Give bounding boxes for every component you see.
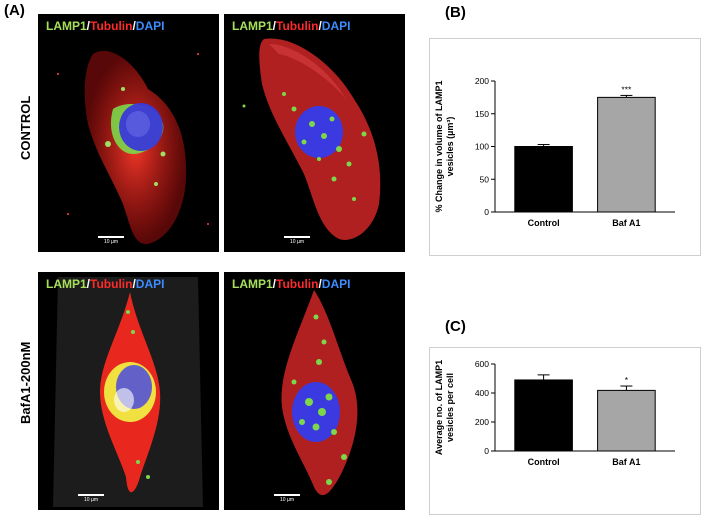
significance-marker: *: [625, 375, 629, 385]
row-label-control: CONTROL: [18, 95, 33, 160]
stain-legend: LAMP1/Tubulin/DAPI: [46, 277, 165, 291]
chart-c: 0 200 400 600 Average no. of LAMP1 vesicles p…: [434, 359, 675, 467]
chart-b: 0 50 100 150 200 % Change in volume of LAMP1 v…: [434, 76, 675, 228]
significance-marker: ***: [621, 84, 632, 94]
chart-c-box: 0 200 400 600 Average no. of LAMP1 vesicles p…: [429, 347, 701, 515]
micrograph-control-render: LAMP1/Tubulin/DAPI 10 µm: [224, 14, 405, 252]
bar-baf-a1: [597, 389, 656, 452]
y-tick-label: 400: [475, 388, 489, 398]
bar-control: [514, 379, 573, 452]
micrograph-control-confocal: LAMP1/Tubulin/DAPI 10 µm: [38, 14, 219, 252]
stain-legend: LAMP1/Tubulin/DAPI: [46, 19, 165, 33]
panel-b-label: (B): [445, 4, 466, 21]
cell-render: [242, 38, 381, 240]
x-tick-label: Control: [528, 457, 560, 467]
y-tick-label: 0: [484, 446, 489, 456]
stain-legend: LAMP1/Tubulin/DAPI: [232, 277, 351, 291]
chart-b-box: 0 50 100 150 200 % Change in volume of LAMP1 v…: [429, 38, 701, 256]
scale-bar: 10 µm: [284, 236, 310, 245]
scale-bar: 10 µm: [274, 494, 300, 503]
panel-a-label: (A): [4, 2, 25, 19]
cell-image: [53, 277, 203, 507]
bar-control: [514, 146, 573, 213]
y-axis-label: vesicles (µm³): [445, 117, 455, 177]
stain-legend: LAMP1/Tubulin/DAPI: [232, 19, 351, 33]
y-tick-label: 0: [484, 207, 489, 217]
x-tick-label: Control: [528, 218, 560, 228]
y-axis-label: vesicles per cell: [445, 373, 455, 442]
row-label-bafa1: BafA1-200nM: [18, 341, 33, 424]
y-tick-label: 150: [475, 109, 489, 119]
y-tick-label: 50: [480, 174, 490, 184]
cell-render: [281, 290, 358, 496]
y-axis-label: % Change in volume of LAMP1: [434, 80, 444, 212]
cell-image: [57, 50, 209, 245]
micrograph-bafa1-confocal: LAMP1/Tubulin/DAPI 10 µm: [38, 272, 219, 510]
y-tick-label: 200: [475, 417, 489, 427]
y-tick-label: 200: [475, 76, 489, 86]
scale-bar: 10 µm: [98, 236, 124, 245]
y-tick-label: 100: [475, 142, 489, 152]
x-tick-label: Baf A1: [612, 457, 640, 467]
panel-c-label: (C): [445, 318, 466, 335]
micrograph-bafa1-render: LAMP1/Tubulin/DAPI 10 µm: [224, 272, 405, 510]
bar-baf-a1: [597, 96, 656, 213]
scale-bar: 10 µm: [78, 494, 104, 503]
y-tick-label: 600: [475, 359, 489, 369]
y-axis-label: Average no. of LAMP1: [434, 360, 444, 455]
x-tick-label: Baf A1: [612, 218, 640, 228]
